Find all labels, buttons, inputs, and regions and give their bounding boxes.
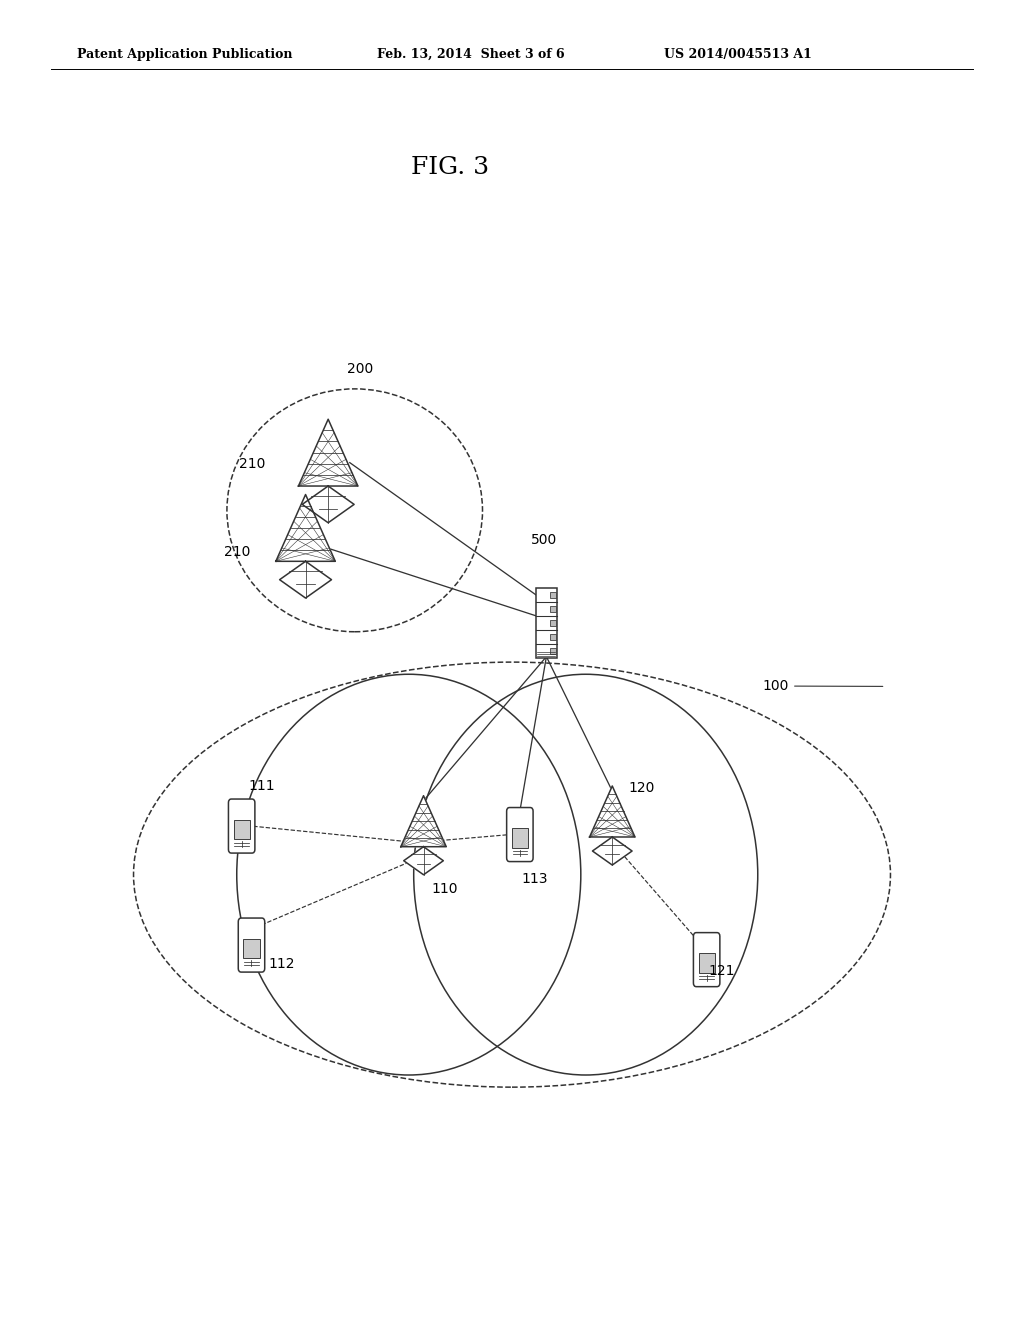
Polygon shape xyxy=(403,846,443,875)
Bar xyxy=(698,953,715,973)
Bar xyxy=(550,606,556,612)
Text: US 2014/0045513 A1: US 2014/0045513 A1 xyxy=(664,48,811,61)
Bar xyxy=(550,593,556,598)
Text: 121: 121 xyxy=(709,965,735,978)
Polygon shape xyxy=(593,837,632,865)
Text: FIG. 3: FIG. 3 xyxy=(412,156,489,180)
Bar xyxy=(537,589,557,659)
Text: 200: 200 xyxy=(346,362,373,376)
Text: 112: 112 xyxy=(268,957,295,972)
Polygon shape xyxy=(275,495,335,561)
Bar xyxy=(550,648,556,655)
Bar xyxy=(550,635,556,640)
Bar xyxy=(550,620,556,626)
FancyBboxPatch shape xyxy=(507,808,534,862)
Polygon shape xyxy=(302,486,354,523)
Polygon shape xyxy=(590,785,635,837)
Text: 100: 100 xyxy=(763,678,883,693)
Text: 111: 111 xyxy=(249,779,275,792)
Text: Patent Application Publication: Patent Application Publication xyxy=(77,48,292,61)
Polygon shape xyxy=(298,420,358,486)
Text: 500: 500 xyxy=(531,533,557,548)
Bar xyxy=(233,820,250,840)
Text: 210: 210 xyxy=(239,457,265,471)
Bar xyxy=(512,828,528,847)
FancyBboxPatch shape xyxy=(228,799,255,853)
Text: 110: 110 xyxy=(431,882,458,896)
Polygon shape xyxy=(400,796,446,846)
Polygon shape xyxy=(280,561,332,598)
Text: Feb. 13, 2014  Sheet 3 of 6: Feb. 13, 2014 Sheet 3 of 6 xyxy=(377,48,564,61)
Text: 120: 120 xyxy=(628,781,654,795)
Bar xyxy=(244,939,259,958)
FancyBboxPatch shape xyxy=(693,933,720,986)
FancyBboxPatch shape xyxy=(239,917,265,972)
Text: 113: 113 xyxy=(522,873,548,886)
Text: 210: 210 xyxy=(224,545,250,560)
